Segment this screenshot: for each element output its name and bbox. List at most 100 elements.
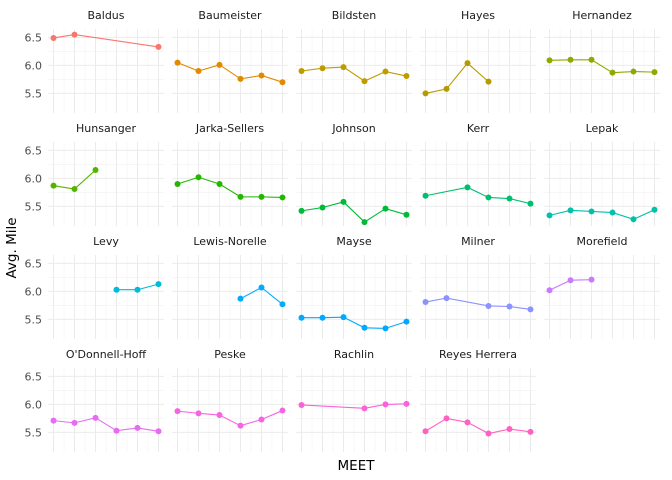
y-tick-label: 6.5 xyxy=(25,31,43,44)
data-point xyxy=(174,181,181,187)
panel-title: Morefield xyxy=(576,235,627,248)
data-point xyxy=(298,314,305,321)
y-axis-title: Avg. Mile xyxy=(4,217,20,278)
data-point xyxy=(485,78,492,85)
data-point xyxy=(567,277,574,284)
data-point xyxy=(258,193,265,200)
data-point xyxy=(382,205,389,212)
data-point xyxy=(382,68,389,75)
data-point xyxy=(609,69,616,76)
panel-title: Hunsanger xyxy=(76,122,136,135)
y-tick-label: 5.5 xyxy=(25,426,43,439)
x-axis-title: MEET xyxy=(338,458,376,474)
data-point xyxy=(279,79,286,86)
data-point xyxy=(361,405,368,412)
panel-title: Bildsten xyxy=(332,9,376,22)
data-point xyxy=(340,64,347,71)
series-line-bildsten xyxy=(301,66,407,82)
data-point xyxy=(113,427,120,434)
data-point xyxy=(506,195,513,202)
data-point xyxy=(361,219,368,226)
data-point xyxy=(422,299,429,306)
data-point xyxy=(546,212,553,219)
data-point xyxy=(382,325,389,332)
panel-bildsten: Bildsten xyxy=(296,9,412,113)
data-point xyxy=(50,34,57,41)
data-point xyxy=(464,60,471,67)
panel-johnson: Johnson xyxy=(296,122,412,226)
data-point xyxy=(443,85,450,92)
series-line-rachlin xyxy=(301,403,407,409)
data-point xyxy=(92,167,99,173)
data-point xyxy=(464,419,471,426)
data-point xyxy=(71,31,78,38)
data-point xyxy=(195,174,202,181)
data-point xyxy=(443,415,450,422)
data-point xyxy=(298,401,305,408)
data-point xyxy=(279,194,286,201)
data-point xyxy=(630,216,637,223)
data-point xyxy=(237,422,244,429)
y-tick-label: 6.5 xyxy=(25,144,43,157)
y-tick-label: 6.0 xyxy=(25,172,43,185)
panel-rachlin: Rachlin xyxy=(296,348,412,452)
data-point xyxy=(134,286,141,293)
data-point xyxy=(361,78,368,85)
data-point xyxy=(237,193,244,200)
data-point xyxy=(71,419,78,426)
data-point xyxy=(403,73,410,80)
panel-title: Kerr xyxy=(467,122,490,135)
panel-title: Jarka-Sellers xyxy=(195,122,265,135)
series-line-reyes-herrera xyxy=(425,417,531,435)
data-point xyxy=(319,65,326,72)
panel-kerr: Kerr xyxy=(420,122,536,226)
panel-baumeister: Baumeister xyxy=(172,9,288,113)
data-point xyxy=(546,287,553,294)
series-line-jarka-sellers xyxy=(177,176,283,198)
panel-mayse: Mayse xyxy=(296,235,412,339)
panel-hernandez: Hernandez xyxy=(544,9,660,113)
panel-hunsanger: Hunsanger xyxy=(48,122,164,226)
panel-lepak: Lepak xyxy=(544,122,660,226)
panel-title: Milner xyxy=(461,235,495,248)
series-line-mayse xyxy=(301,316,407,329)
panel-peske: Peske xyxy=(172,348,288,452)
data-point xyxy=(422,192,429,199)
y-tick-label: 5.5 xyxy=(25,200,43,213)
y-tick-label: 6.0 xyxy=(25,59,43,72)
data-point xyxy=(361,324,368,331)
data-point xyxy=(174,408,181,415)
panel-title: Peske xyxy=(214,348,246,361)
panel-title: Rachlin xyxy=(334,348,374,361)
panel-reyes-herrera: Reyes Herrera xyxy=(420,348,536,452)
panel-milner: Milner xyxy=(420,235,536,339)
series-line-johnson xyxy=(301,201,407,223)
y-tick-label: 6.5 xyxy=(25,370,43,383)
data-point xyxy=(50,182,57,189)
y-tick-label: 6.5 xyxy=(25,257,43,270)
data-point xyxy=(258,416,265,423)
panel-title: Hayes xyxy=(461,9,495,22)
data-point xyxy=(567,207,574,214)
y-tick-label: 6.0 xyxy=(25,398,43,411)
data-point xyxy=(237,75,244,82)
data-point xyxy=(195,68,202,74)
series-line-lepak xyxy=(549,209,655,220)
data-point xyxy=(567,56,574,63)
data-point xyxy=(113,286,120,293)
panel-title: Lewis-Norelle xyxy=(193,235,267,248)
data-point xyxy=(258,72,265,79)
series-line-peske xyxy=(177,410,283,427)
data-point xyxy=(50,417,57,424)
data-point xyxy=(485,430,492,437)
data-point xyxy=(216,61,223,68)
panels-layer: Baldus Baumeister Bildsten Hayes Hernandez Hu… xyxy=(48,9,660,452)
panel-title: Reyes Herrera xyxy=(439,348,517,361)
data-point xyxy=(527,428,534,435)
data-point xyxy=(155,43,162,50)
data-point xyxy=(195,410,202,417)
data-point xyxy=(71,186,78,193)
panel-levy: Levy xyxy=(48,235,164,339)
data-point xyxy=(92,414,99,421)
series-line-baumeister xyxy=(177,62,283,83)
